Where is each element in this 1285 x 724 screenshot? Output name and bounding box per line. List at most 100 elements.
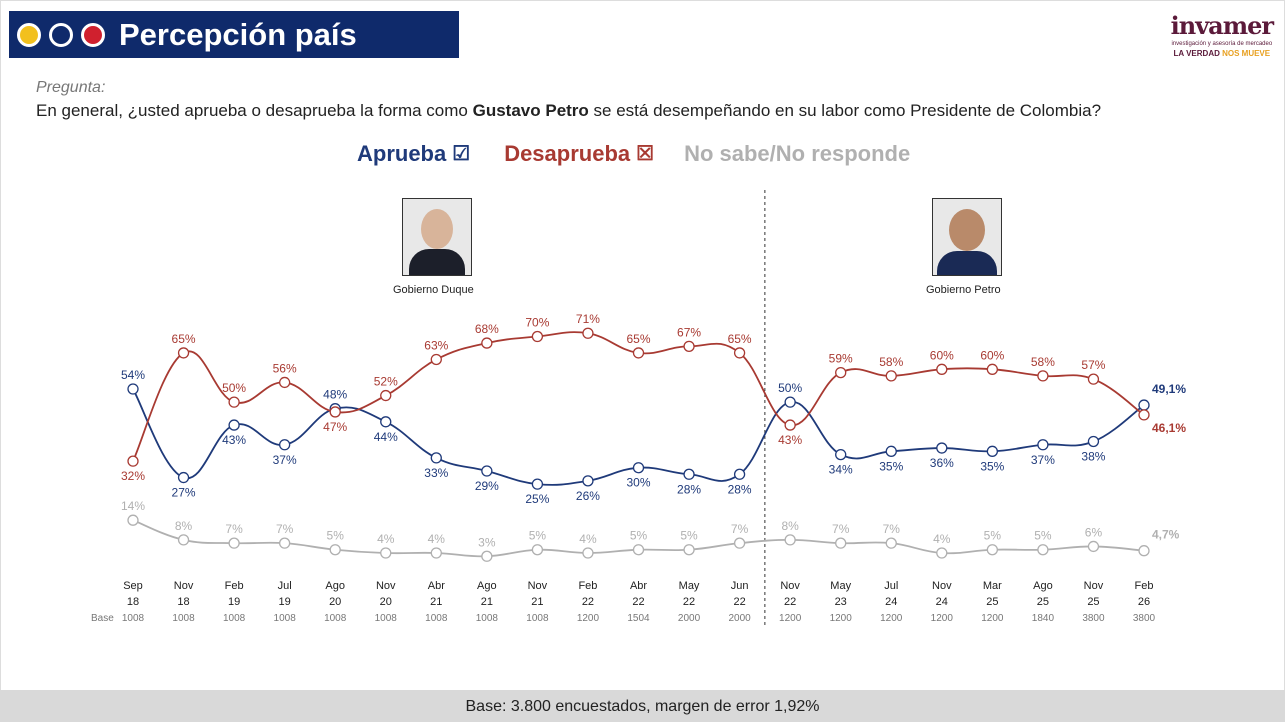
x-tick-label: 19 (279, 596, 291, 608)
blue-dot-icon (49, 22, 73, 47)
data-label: 37% (1031, 453, 1055, 467)
data-label: 37% (273, 453, 297, 467)
data-label: 54% (121, 368, 145, 382)
data-point (1138, 545, 1150, 557)
data-label: 56% (273, 361, 297, 375)
data-point (329, 544, 341, 556)
base-value: 1008 (223, 613, 246, 624)
data-point (1138, 399, 1150, 411)
data-label: 60% (980, 348, 1004, 362)
data-label: 5% (529, 529, 547, 543)
data-label: 43% (778, 433, 802, 447)
data-label: 7% (276, 522, 294, 536)
x-tick-label: 26 (1138, 596, 1150, 608)
data-point (329, 406, 341, 418)
data-label: 52% (374, 375, 398, 389)
data-point (430, 547, 442, 559)
data-point (228, 396, 240, 408)
data-point (784, 419, 796, 431)
data-point (127, 455, 139, 467)
x-tick-label: Sep (123, 580, 143, 592)
base-value: 3800 (1133, 613, 1156, 624)
base-value: 2000 (678, 613, 701, 624)
data-label: 59% (829, 352, 853, 366)
base-value: 3800 (1082, 613, 1105, 624)
data-point (481, 465, 493, 477)
data-label: 63% (424, 338, 448, 352)
data-label: 58% (879, 355, 903, 369)
base-value: 1008 (476, 613, 499, 624)
data-label: 7% (225, 522, 243, 536)
data-label: 28% (677, 482, 701, 496)
data-point (936, 442, 948, 454)
data-label: 7% (883, 522, 901, 536)
data-label: 34% (829, 463, 853, 477)
data-label: 8% (781, 519, 799, 533)
data-label: 4% (428, 532, 446, 546)
invamer-logo: invamer investigación y asesoría de merc… (1170, 11, 1274, 59)
x-tick-label: Ago (325, 580, 345, 592)
data-point (835, 366, 847, 379)
data-point (430, 353, 442, 366)
data-point (278, 376, 291, 389)
x-tick-label: 22 (632, 596, 644, 608)
x-tick-label: Nov (1084, 580, 1104, 592)
x-tick-label: Nov (932, 580, 952, 592)
data-label: 28% (728, 482, 752, 496)
data-point (986, 445, 998, 457)
data-label: 35% (879, 459, 903, 473)
x-tick-label: Ago (1033, 580, 1053, 592)
caption-duque: Gobierno Duque (393, 284, 474, 296)
data-point (278, 537, 291, 549)
data-point (127, 514, 139, 526)
data-point (1138, 409, 1150, 421)
data-label: 3% (478, 535, 496, 549)
data-point (835, 537, 847, 549)
checkbox-x-icon: ☒ (636, 143, 655, 165)
data-label: 60% (930, 348, 954, 362)
data-label: 25% (525, 492, 549, 506)
data-label: 68% (475, 322, 499, 336)
data-label: 5% (984, 529, 1002, 543)
x-tick-label: 21 (531, 596, 543, 608)
x-tick-label: 18 (177, 596, 189, 608)
data-point (683, 544, 695, 556)
x-tick-label: Nov (174, 580, 194, 592)
x-tick-label: Ago (477, 580, 497, 592)
x-tick-label: May (679, 580, 700, 592)
base-value: 1008 (425, 613, 448, 624)
x-tick-label: 21 (430, 596, 442, 608)
data-label: 46,1% (1152, 421, 1186, 435)
data-point (1037, 544, 1049, 556)
base-value: 1200 (880, 613, 903, 624)
data-label: 29% (475, 479, 499, 493)
base-value: 1200 (931, 613, 954, 624)
data-point (582, 547, 594, 559)
page-title: Percepción país (119, 16, 357, 52)
x-tick-label: Jun (731, 580, 749, 592)
data-point (1087, 540, 1100, 553)
x-tick-label: 19 (228, 596, 240, 608)
x-tick-label: Abr (428, 580, 445, 592)
data-label: 47% (323, 420, 347, 434)
logo-name: invamer (1170, 11, 1274, 40)
legend-nsnr: No sabe/No responde (684, 141, 911, 166)
data-point (1037, 370, 1049, 382)
yellow-dot-icon (17, 22, 41, 47)
x-tick-label: Jul (278, 580, 292, 592)
x-tick-label: 21 (481, 596, 493, 608)
duque-photo (402, 198, 472, 276)
data-label: 65% (172, 332, 196, 346)
data-label: 5% (680, 529, 698, 543)
data-point (885, 445, 897, 457)
x-tick-label: 22 (784, 596, 796, 608)
caption-petro: Gobierno Petro (926, 284, 1001, 296)
data-point (228, 537, 240, 549)
x-tick-label: 22 (733, 596, 745, 608)
data-point (936, 547, 948, 559)
data-point (481, 337, 493, 349)
question-text: En general, ¿usted aprueba o desaprueba … (36, 101, 1102, 120)
data-point (177, 534, 190, 546)
x-tick-label: 23 (835, 596, 847, 608)
x-tick-label: 25 (986, 596, 998, 608)
